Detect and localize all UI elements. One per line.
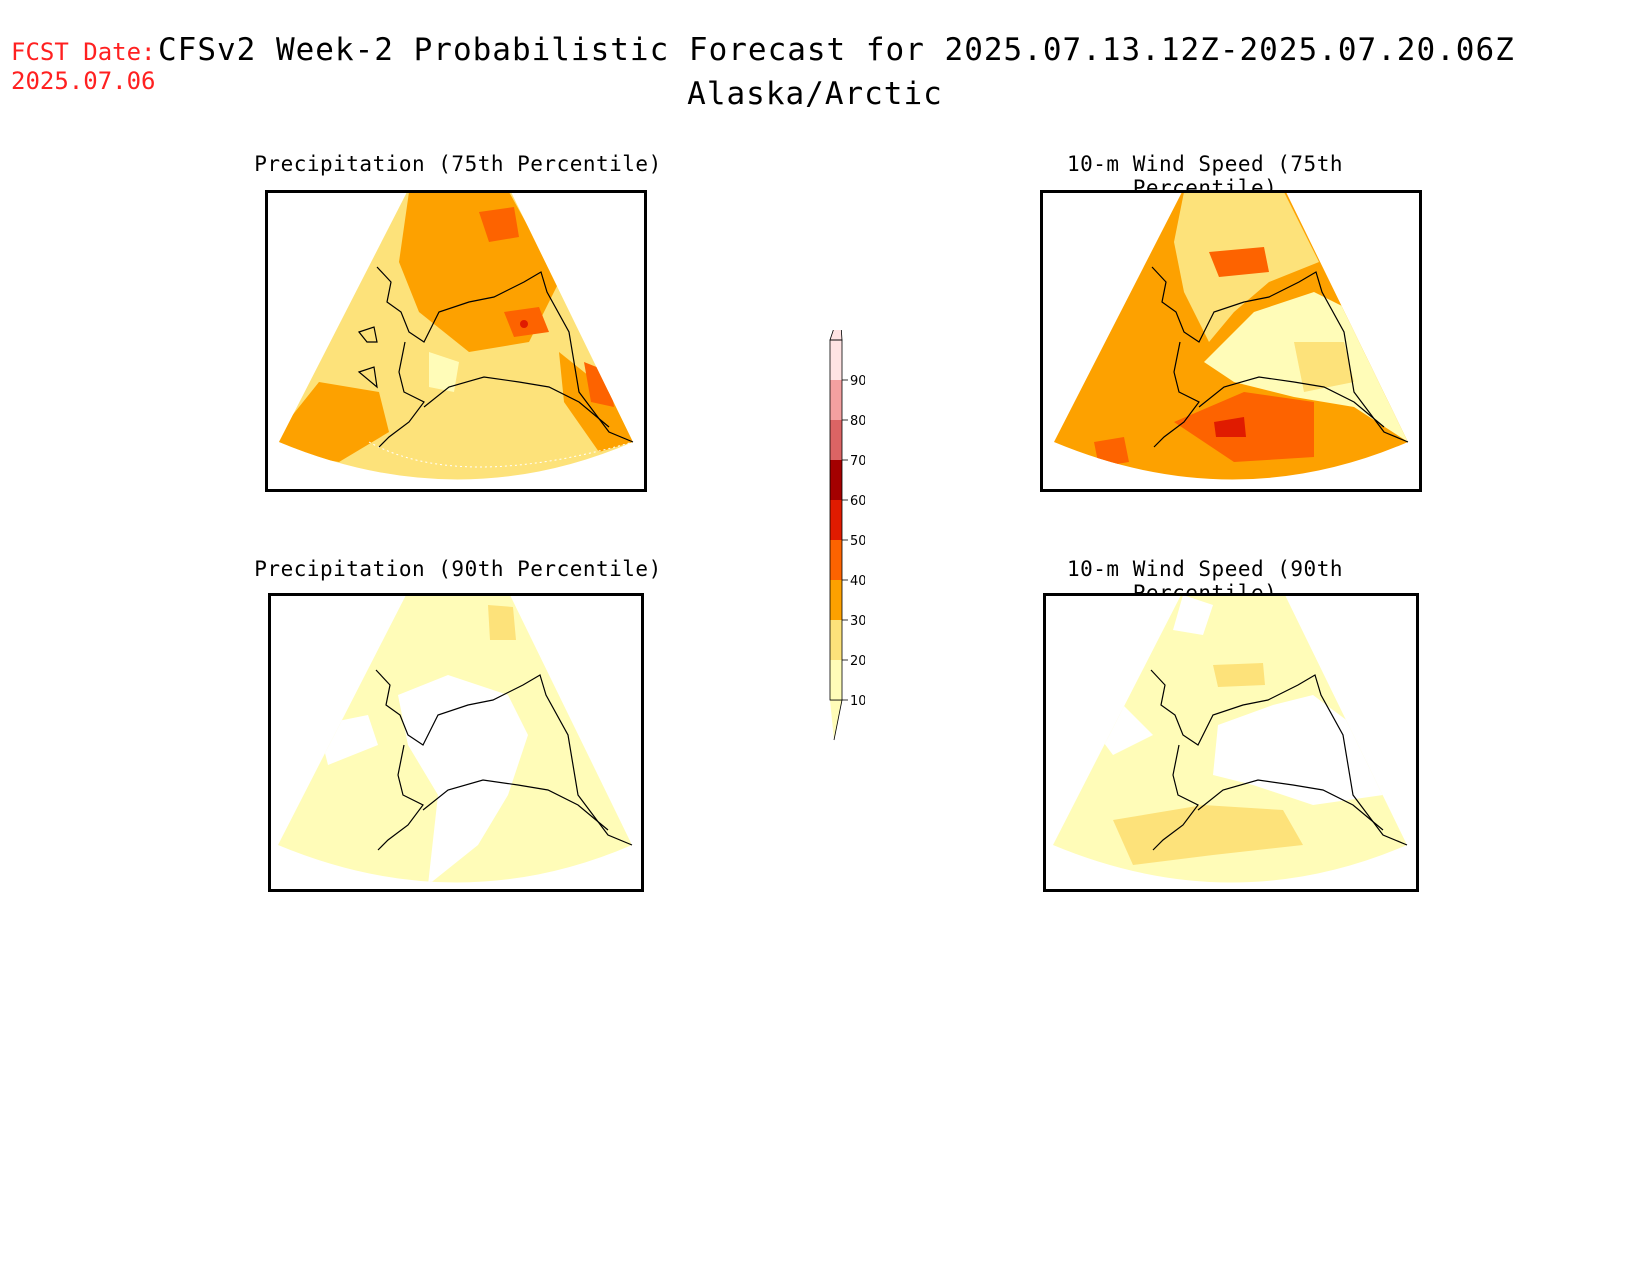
colorbar-label: 20 xyxy=(850,654,865,669)
colorbar-label: 30 xyxy=(850,614,865,629)
fcst-date-caption: FCST Date: xyxy=(11,38,156,66)
colorbar-label: 40 xyxy=(850,574,865,589)
figure-subtitle: Alaska/Arctic xyxy=(687,76,943,112)
colorbar-swatch xyxy=(830,340,842,380)
colorbar-label: 90 xyxy=(850,374,865,389)
map-precip-90 xyxy=(268,593,644,892)
colorbar: 10 20 30 40 50 60 70 80 90 xyxy=(805,309,867,754)
colorbar-swatch xyxy=(830,660,842,700)
colorbar-outline xyxy=(829,339,843,701)
colorbar-label: 50 xyxy=(850,534,865,549)
map-wind-75 xyxy=(1040,190,1422,492)
colorbar-label: 60 xyxy=(850,494,865,509)
colorbar-label: 10 xyxy=(850,694,865,709)
panel-title-precip-75: Precipitation (75th Percentile) xyxy=(254,152,662,176)
colorbar-swatch xyxy=(830,540,842,580)
colorbar-label: 70 xyxy=(850,454,865,469)
figure-title: CFSv2 Week-2 Probabilistic Forecast for … xyxy=(158,32,1515,68)
colorbar-swatch xyxy=(830,460,842,500)
colorbar-swatch xyxy=(830,420,842,460)
colorbar-swatch xyxy=(830,500,842,540)
map-precip-75 xyxy=(265,190,647,492)
map-wind-90 xyxy=(1043,593,1419,892)
colorbar-swatch xyxy=(830,580,842,620)
colorbar-swatch xyxy=(830,620,842,660)
colorbar-label: 80 xyxy=(850,414,865,429)
colorbar-tail-high xyxy=(829,309,843,341)
fcst-date-value: 2025.07.06 xyxy=(11,67,156,95)
colorbar-swatch xyxy=(830,380,842,420)
colorbar-tail-low xyxy=(830,699,843,741)
forecast-date-label: FCST Date: 2025.07.06 xyxy=(11,38,156,96)
panel-title-precip-90: Precipitation (90th Percentile) xyxy=(254,557,662,581)
